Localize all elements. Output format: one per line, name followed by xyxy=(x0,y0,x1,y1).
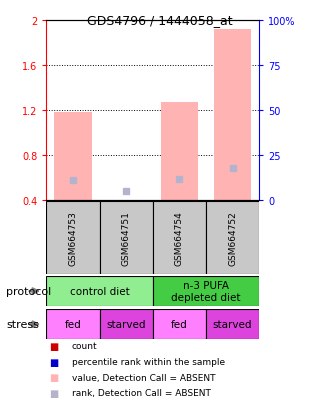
Text: ■: ■ xyxy=(50,357,59,367)
Text: protocol: protocol xyxy=(6,286,52,297)
Text: count: count xyxy=(72,342,98,351)
Text: GSM664752: GSM664752 xyxy=(228,211,237,265)
Text: ■: ■ xyxy=(50,388,59,398)
Bar xyxy=(206,309,259,339)
Bar xyxy=(206,201,259,275)
Text: percentile rank within the sample: percentile rank within the sample xyxy=(72,357,225,366)
Text: GSM664753: GSM664753 xyxy=(68,211,77,265)
Text: starved: starved xyxy=(213,319,252,330)
Bar xyxy=(100,201,153,275)
Bar xyxy=(153,309,206,339)
Bar xyxy=(153,276,259,306)
Text: value, Detection Call = ABSENT: value, Detection Call = ABSENT xyxy=(72,373,215,382)
Bar xyxy=(46,309,100,339)
Bar xyxy=(153,201,206,275)
Text: fed: fed xyxy=(171,319,188,330)
Bar xyxy=(54,113,92,200)
Text: rank, Detection Call = ABSENT: rank, Detection Call = ABSENT xyxy=(72,388,211,397)
Bar xyxy=(46,201,100,275)
Text: GSM664751: GSM664751 xyxy=(122,211,131,265)
Text: GDS4796 / 1444058_at: GDS4796 / 1444058_at xyxy=(87,14,233,27)
Text: stress: stress xyxy=(6,319,39,330)
Text: ■: ■ xyxy=(50,341,59,351)
Text: GSM664754: GSM664754 xyxy=(175,211,184,265)
Bar xyxy=(161,102,198,200)
Text: starved: starved xyxy=(107,319,146,330)
Bar xyxy=(214,30,251,200)
Bar xyxy=(46,276,153,306)
Text: control diet: control diet xyxy=(70,286,130,297)
Bar xyxy=(100,309,153,339)
Text: n-3 PUFA
depleted diet: n-3 PUFA depleted diet xyxy=(171,280,241,302)
Text: fed: fed xyxy=(65,319,81,330)
Text: ■: ■ xyxy=(50,372,59,382)
